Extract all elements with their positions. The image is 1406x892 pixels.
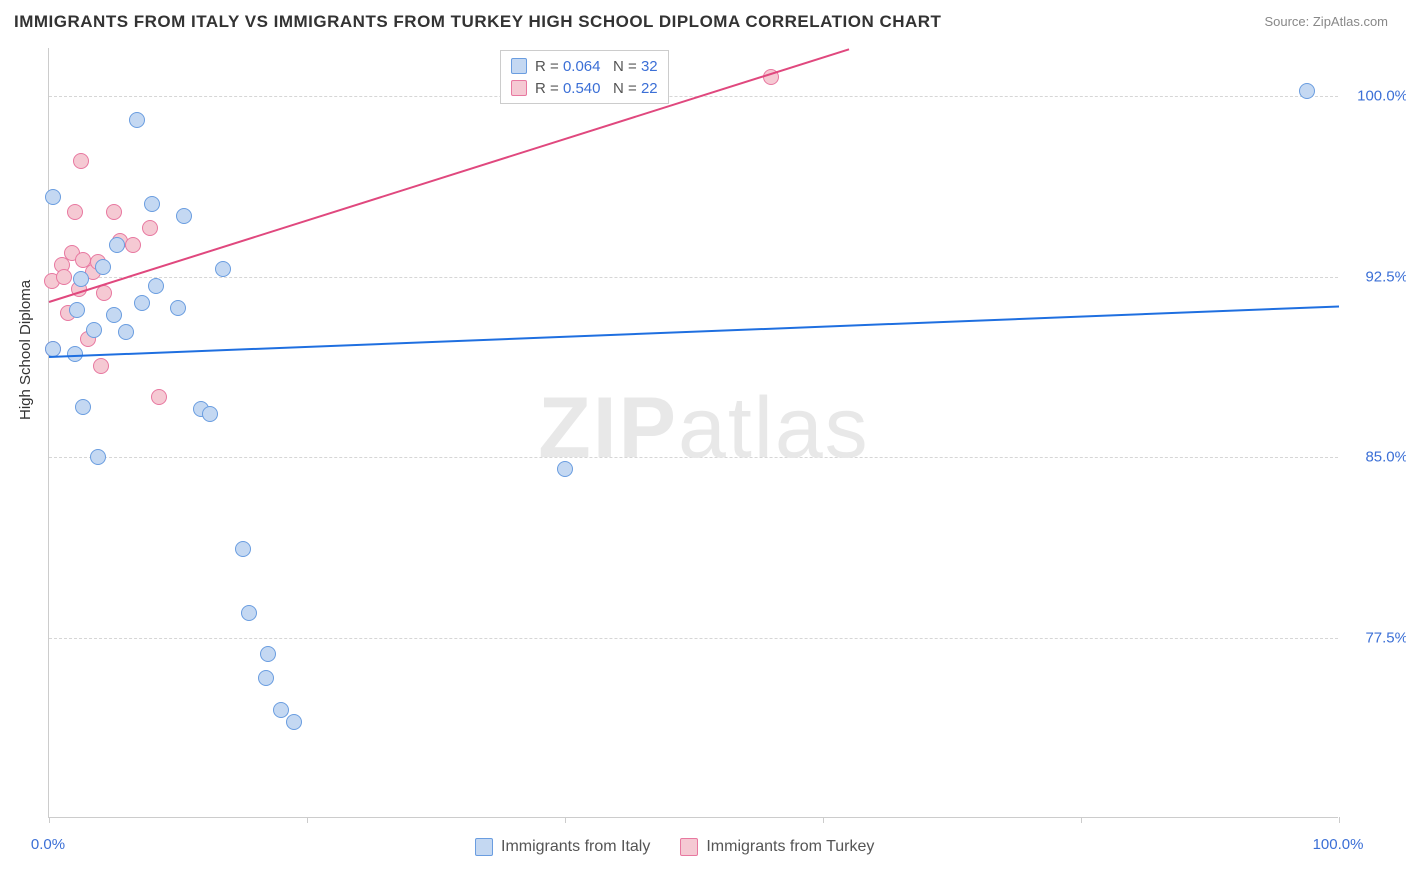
data-point <box>106 307 122 323</box>
data-point <box>273 702 289 718</box>
data-point <box>75 399 91 415</box>
legend-swatch-icon <box>680 838 698 856</box>
trend-line <box>49 48 849 303</box>
x-tick <box>823 817 824 823</box>
legend-swatch-icon <box>511 80 527 96</box>
data-point <box>170 300 186 316</box>
data-point <box>148 278 164 294</box>
data-point <box>45 341 61 357</box>
y-tick-label: 85.0% <box>1348 449 1406 466</box>
legend-swatch-icon <box>511 58 527 74</box>
data-point <box>144 196 160 212</box>
x-tick <box>565 817 566 823</box>
data-point <box>96 285 112 301</box>
data-point <box>142 220 158 236</box>
data-point <box>93 358 109 374</box>
data-point <box>56 269 72 285</box>
data-point <box>69 302 85 318</box>
legend-stat-text: R = 0.064 N = 32 <box>535 58 658 75</box>
data-point <box>129 112 145 128</box>
gridline <box>49 277 1338 278</box>
legend-correlation-box: R = 0.064 N = 32 R = 0.540 N = 22 <box>500 50 669 104</box>
gridline <box>49 457 1338 458</box>
legend-stat-text: R = 0.540 N = 22 <box>535 80 658 97</box>
data-point <box>241 605 257 621</box>
data-point <box>95 259 111 275</box>
data-point <box>86 322 102 338</box>
data-point <box>151 389 167 405</box>
legend-row: R = 0.540 N = 22 <box>511 77 658 99</box>
plot-area: 77.5%85.0%92.5%100.0% <box>48 48 1338 818</box>
y-tick-label: 100.0% <box>1348 88 1406 105</box>
x-tick <box>49 817 50 823</box>
data-point <box>90 449 106 465</box>
data-point <box>109 237 125 253</box>
x-tick-label-right: 100.0% <box>1313 836 1364 853</box>
data-point <box>73 271 89 287</box>
data-point <box>235 541 251 557</box>
legend-series-item: Immigrants from Turkey <box>680 838 874 856</box>
y-tick-label: 92.5% <box>1348 268 1406 285</box>
source-attribution: Source: ZipAtlas.com <box>1264 14 1388 29</box>
x-tick <box>307 817 308 823</box>
legend-series-item: Immigrants from Italy <box>475 838 650 856</box>
legend-row: R = 0.064 N = 32 <box>511 55 658 77</box>
data-point <box>215 261 231 277</box>
data-point <box>67 346 83 362</box>
data-point <box>45 189 61 205</box>
data-point <box>286 714 302 730</box>
data-point <box>67 204 83 220</box>
y-axis-title: High School Diploma <box>17 280 34 420</box>
data-point <box>258 670 274 686</box>
x-tick <box>1081 817 1082 823</box>
data-point <box>202 406 218 422</box>
trend-line <box>49 305 1339 358</box>
legend-series-label: Immigrants from Italy <box>501 838 650 856</box>
legend-series: Immigrants from Italy Immigrants from Tur… <box>475 838 874 856</box>
gridline <box>49 638 1338 639</box>
chart-title: IMMIGRANTS FROM ITALY VS IMMIGRANTS FROM… <box>14 12 941 32</box>
data-point <box>176 208 192 224</box>
x-tick-label-left: 0.0% <box>31 836 65 853</box>
data-point <box>125 237 141 253</box>
data-point <box>106 204 122 220</box>
data-point <box>1299 83 1315 99</box>
x-tick <box>1339 817 1340 823</box>
legend-series-label: Immigrants from Turkey <box>706 838 874 856</box>
y-tick-label: 77.5% <box>1348 629 1406 646</box>
data-point <box>260 646 276 662</box>
data-point <box>73 153 89 169</box>
data-point <box>118 324 134 340</box>
legend-swatch-icon <box>475 838 493 856</box>
data-point <box>557 461 573 477</box>
data-point <box>134 295 150 311</box>
